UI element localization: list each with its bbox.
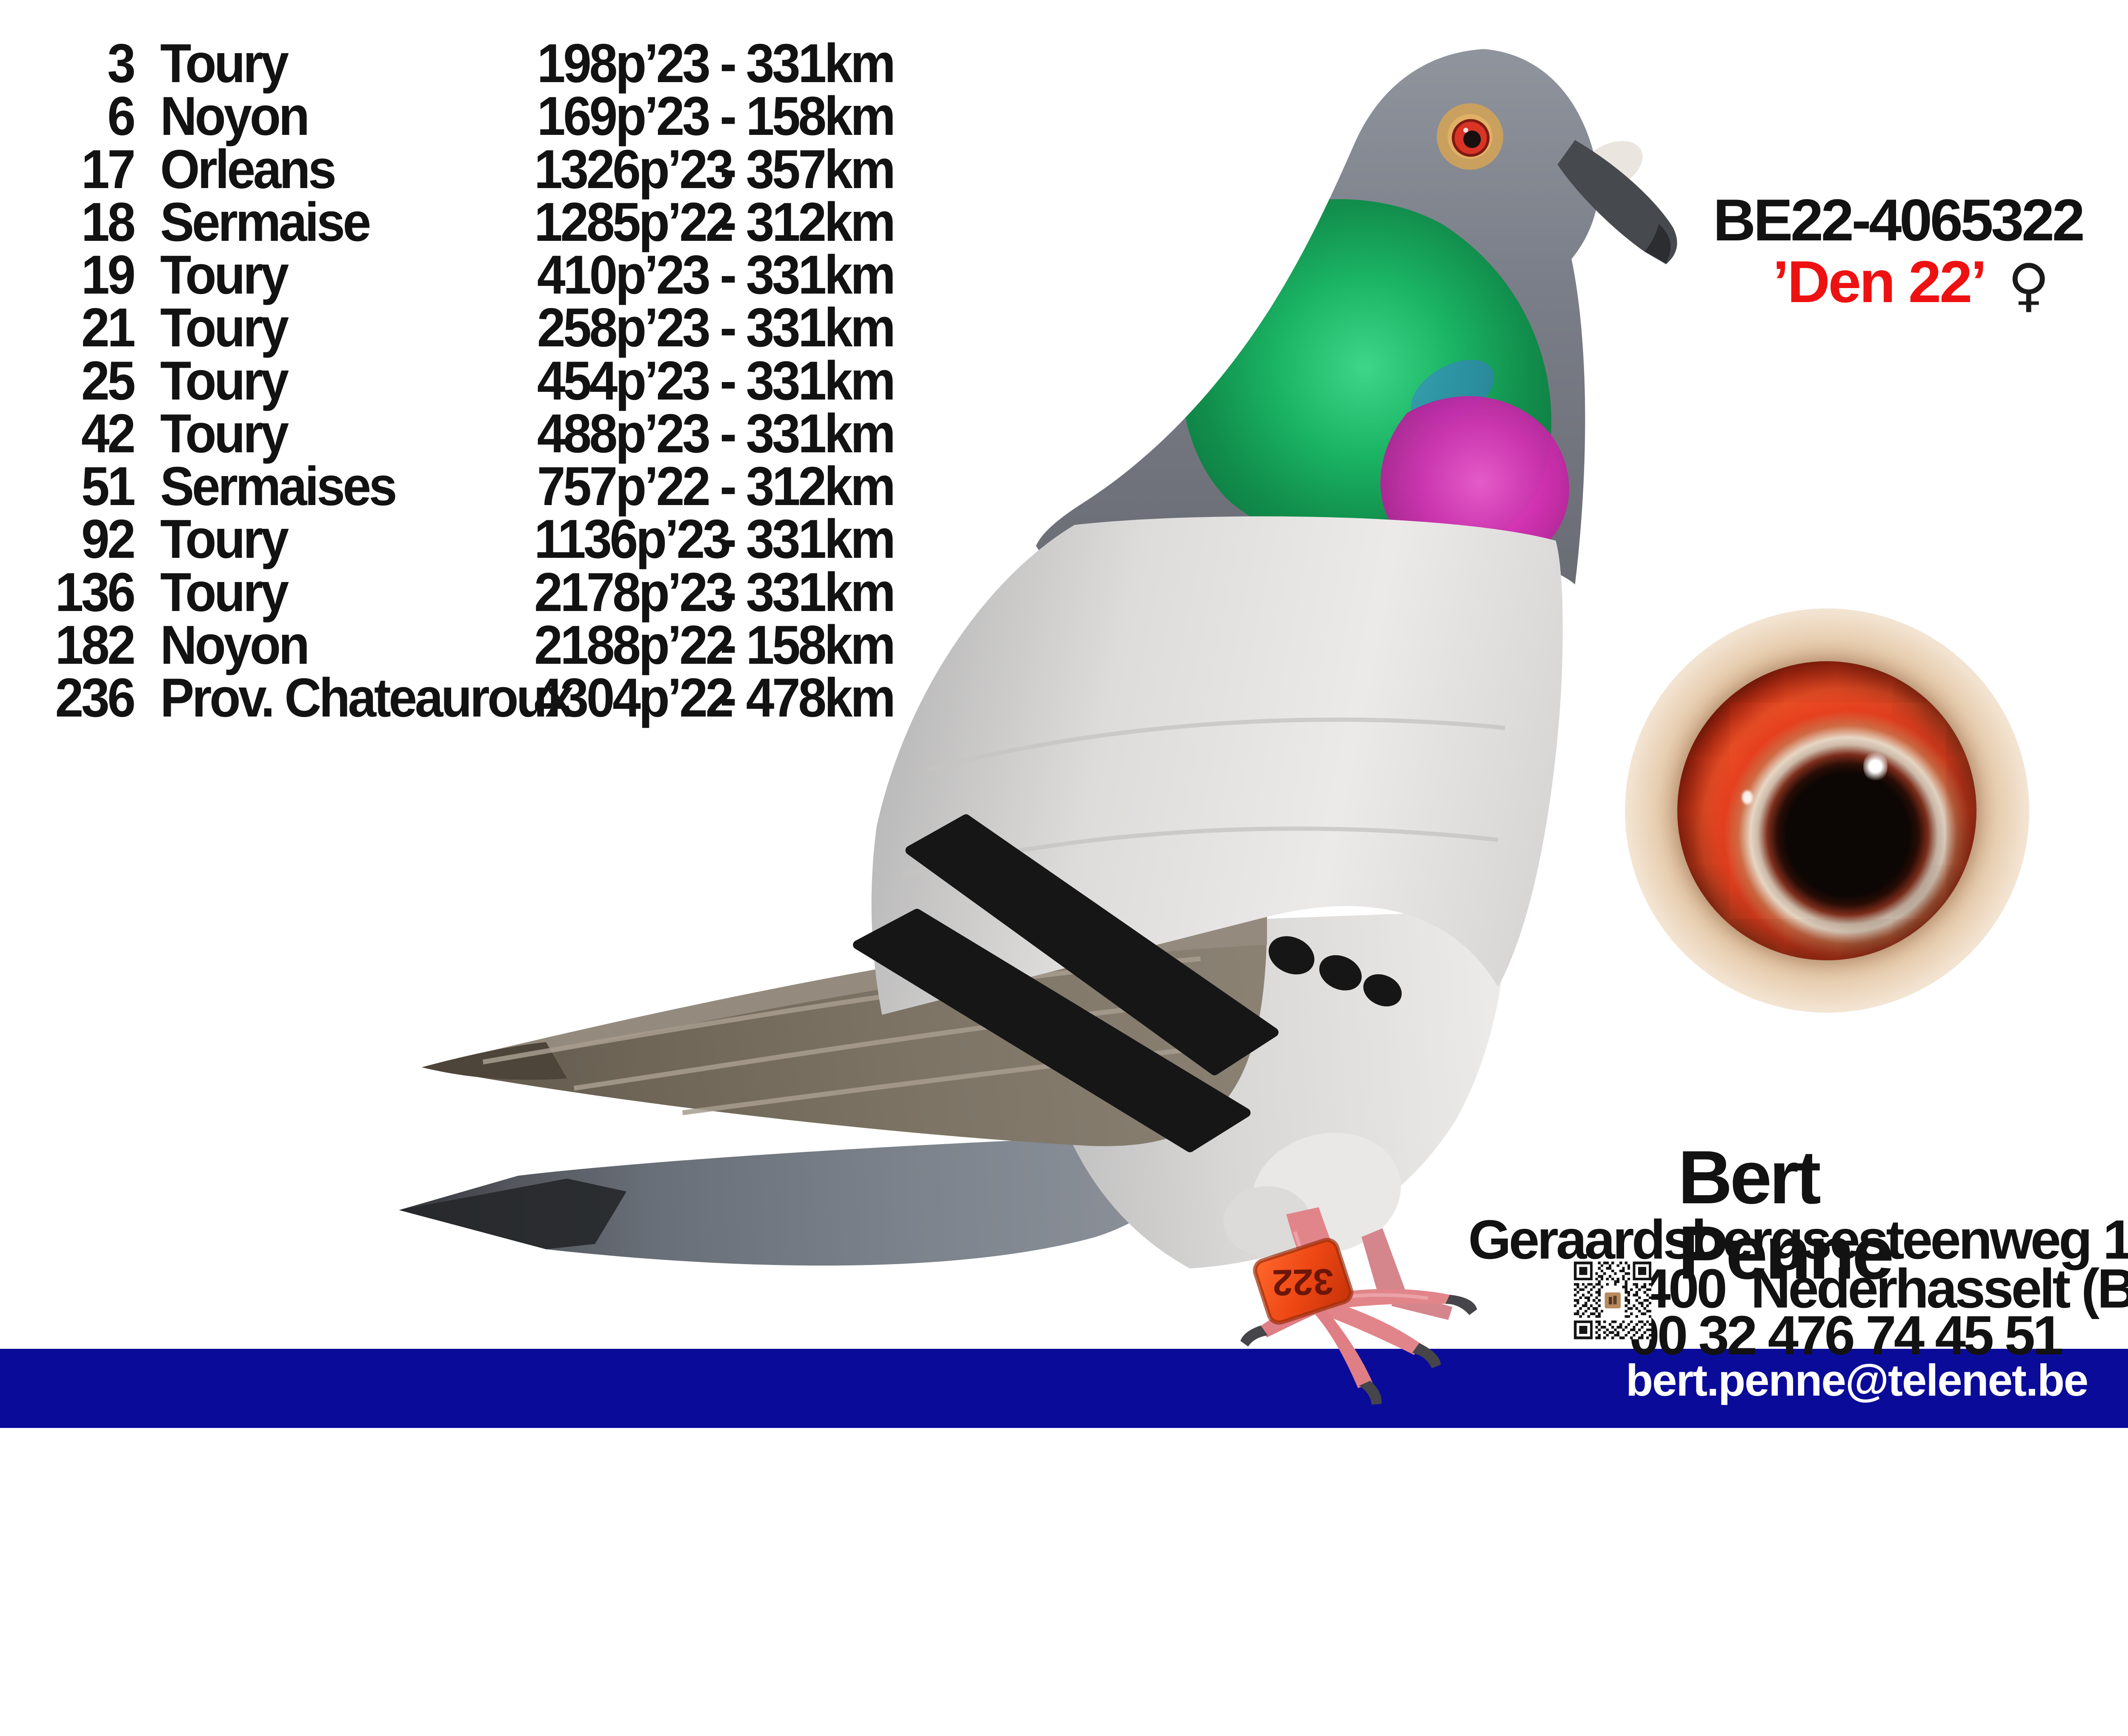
result-rank: 6 xyxy=(107,86,136,147)
bird-name: ’Den 22’ xyxy=(1773,248,1987,315)
result-separator: - xyxy=(720,614,737,676)
result-separator: - xyxy=(720,508,737,570)
qr-center-logo xyxy=(1604,1292,1621,1309)
result-separator: - xyxy=(720,191,737,253)
result-rank: 21 xyxy=(81,297,136,359)
result-points: 1285p’22 xyxy=(534,191,734,253)
female-icon: ♀ xyxy=(2008,251,2050,319)
pigeon-body: 322 xyxy=(399,49,1677,1405)
result-place: Sermaise xyxy=(160,191,371,253)
result-points: 2178p’23 xyxy=(534,561,734,623)
result-separator: - xyxy=(720,86,737,147)
breeder-email: bert.penne@telenet.be xyxy=(1626,1356,2088,1405)
pigeon-card: 3 Toury 198p’23-331km 6 Noyon 169p’23-158km 17… xyxy=(0,32,2128,1428)
result-points: 1136p’23 xyxy=(534,508,731,570)
wing-bars xyxy=(853,814,1402,1153)
result-separator: - xyxy=(720,297,737,359)
result-rank: 51 xyxy=(81,456,136,517)
result-separator: - xyxy=(720,350,737,411)
result-place: Toury xyxy=(160,297,289,359)
result-row: 92 Toury 1136p’23-331km xyxy=(40,508,896,570)
leg-ring-number: 322 xyxy=(1272,1261,1334,1303)
result-rank: 19 xyxy=(81,244,136,306)
beak xyxy=(1557,140,1677,265)
result-points: 169p’23 xyxy=(537,86,711,147)
result-points: 410p’23 xyxy=(537,244,711,306)
result-points: 757p’22 xyxy=(537,456,711,517)
breeder-phone: 00 32 476 74 45 51 xyxy=(1629,1304,2063,1366)
result-place: Toury xyxy=(160,244,289,306)
eye-highlight-small xyxy=(1742,790,1753,804)
result-place: Noyon xyxy=(160,614,310,676)
result-rank: 3 xyxy=(107,33,136,94)
result-points: 488p’23 xyxy=(537,403,711,464)
breeder-name: Bert Penne xyxy=(1678,1134,1894,1295)
leg-ring: 322 xyxy=(1253,1238,1353,1325)
eye-photo xyxy=(1625,608,2029,1013)
result-separator: - xyxy=(720,244,737,306)
result-separator: - xyxy=(720,456,737,517)
result-place: Toury xyxy=(160,508,289,570)
result-place: Toury xyxy=(160,33,289,94)
claws xyxy=(1240,1294,1477,1405)
result-place: Noyon xyxy=(160,86,310,147)
result-row: 236 Prov. Chateauroux 4304p’22-478km xyxy=(40,666,896,728)
result-place: Toury xyxy=(160,561,289,623)
result-row: 182 Noyon 2188p’22-158km xyxy=(40,614,896,676)
result-rank: 136 xyxy=(55,561,136,623)
result-separator: - xyxy=(720,561,737,623)
bird-name-row: ’Den 22’ ♀ xyxy=(1773,248,2050,319)
result-points: 454p’23 xyxy=(537,350,711,411)
result-points: 2188p’22 xyxy=(534,614,734,676)
breeder-address-line1: Geraardsbergsesteenweg 140 xyxy=(1468,1208,2128,1271)
result-points: 198p’23 xyxy=(537,33,711,94)
qr-code xyxy=(1573,1262,1651,1339)
bottom-bar xyxy=(0,1349,2128,1428)
result-separator: - xyxy=(720,33,737,94)
result-place: Orleans xyxy=(160,138,336,200)
result-rank: 17 xyxy=(81,138,136,200)
result-rank: 25 xyxy=(81,350,136,411)
result-rank: 182 xyxy=(55,614,136,676)
result-points: 258p’23 xyxy=(537,297,711,359)
breeder-address-line2: 9400 Nederhasselt (B) xyxy=(1612,1257,2128,1319)
pigeon-photo: 322 xyxy=(399,49,1677,1405)
result-rank: 42 xyxy=(81,403,136,464)
result-place: Prov. Chateauroux xyxy=(160,667,573,728)
result-row: 3 Toury 198p’23-331km xyxy=(40,32,895,94)
result-points: 4304p’22 xyxy=(534,667,734,728)
result-rank: 236 xyxy=(55,667,136,728)
result-points: 1326p’23 xyxy=(534,138,734,200)
eye-iris xyxy=(1677,661,1976,960)
ring-number: BE22-4065322 xyxy=(1713,187,2085,253)
result-place: Toury xyxy=(160,403,289,464)
result-place: Sermaises xyxy=(160,456,397,517)
result-rank: 18 xyxy=(81,191,136,253)
result-separator: - xyxy=(720,138,737,200)
result-rank: 92 xyxy=(81,508,136,570)
tail-band xyxy=(399,1178,627,1249)
leg-ring-band xyxy=(1255,1240,1351,1323)
eye-highlight xyxy=(1863,750,1888,782)
result-separator: - xyxy=(720,403,737,464)
result-separator: - xyxy=(720,667,737,728)
result-place: Toury xyxy=(160,350,289,411)
